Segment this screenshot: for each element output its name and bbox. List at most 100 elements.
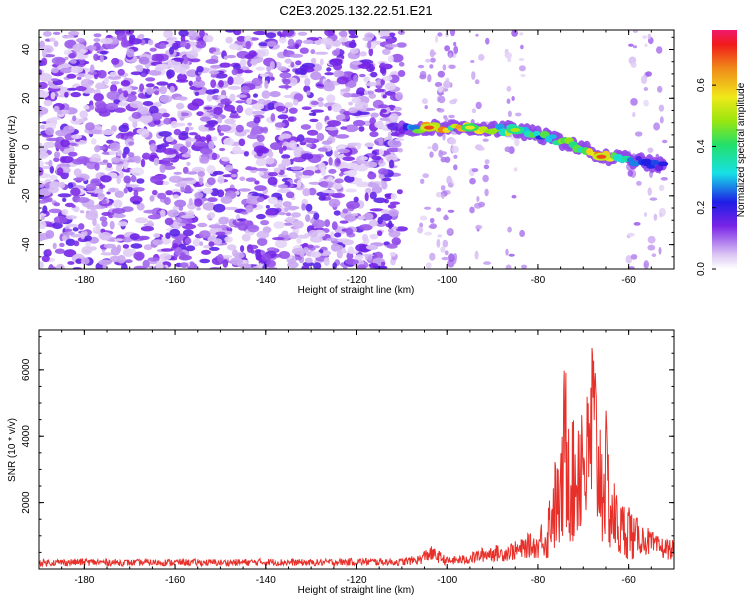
heatmap-noise-blob xyxy=(160,143,170,148)
heatmap-noise-blob xyxy=(628,43,634,47)
heatmap-noise-blob xyxy=(475,224,483,230)
heatmap-noise-blob xyxy=(368,63,374,71)
x-tick-label: -100 xyxy=(437,275,457,286)
heatmap-noise-blob xyxy=(362,234,368,242)
heatmap-noise-blob xyxy=(332,182,343,190)
heatmap-noise-blob xyxy=(659,116,664,124)
heatmap-noise-blob xyxy=(520,44,524,50)
heatmap-noise-blob xyxy=(448,253,455,263)
heatmap-noise-blob xyxy=(441,256,449,261)
heatmap-noise-blob xyxy=(378,136,384,146)
heatmap-noise-blob xyxy=(76,156,90,164)
heatmap-noise-blob xyxy=(387,228,394,233)
heatmap-noise-blob xyxy=(208,140,215,150)
heatmap-noise-blob xyxy=(395,91,403,101)
heatmap-noise-blob xyxy=(251,193,265,197)
heatmap-noise-blob xyxy=(50,116,62,121)
heatmap-noise-blob xyxy=(123,164,128,170)
heatmap-noise-blob xyxy=(75,258,83,264)
y-tick-label: 2000 xyxy=(21,491,32,514)
heatmap-noise-blob xyxy=(165,136,174,143)
heatmap-noise-blob xyxy=(659,212,663,218)
heatmap-noise-blob xyxy=(299,141,307,146)
heatmap-noise-blob xyxy=(169,85,175,93)
heatmap-noise-blob xyxy=(156,81,169,86)
heatmap-noise-blob xyxy=(153,157,160,166)
heatmap-noise-blob xyxy=(117,109,124,113)
signal-peak-core xyxy=(424,125,435,130)
heatmap-noise-blob xyxy=(206,197,218,203)
heatmap-noise-blob xyxy=(69,59,77,64)
heatmap-noise-blob xyxy=(476,196,480,202)
heatmap-noise-blob xyxy=(181,214,196,219)
heatmap-noise-blob xyxy=(68,52,76,59)
heatmap-noise-blob xyxy=(388,220,393,230)
heatmap-noise-blob xyxy=(93,93,104,102)
heatmap-noise-blob xyxy=(39,73,53,82)
heatmap-noise-blob xyxy=(135,217,148,224)
heatmap-noise-blob xyxy=(211,136,218,142)
heatmap-noise-blob xyxy=(149,143,157,153)
heatmap-noise-blob xyxy=(61,235,67,241)
heatmap-noise-blob xyxy=(265,32,277,39)
heatmap-noise-blob xyxy=(259,73,270,77)
heatmap-noise-blob xyxy=(71,134,83,139)
heatmap-noise-blob xyxy=(231,68,238,76)
heatmap-noise-blob xyxy=(227,76,234,86)
heatmap-noise-blob xyxy=(261,253,272,262)
heatmap-noise-blob xyxy=(354,254,364,261)
heatmap-noise-blob xyxy=(159,85,168,95)
heatmap-noise-blob xyxy=(157,192,167,200)
heatmap-noise-blob xyxy=(296,237,302,245)
heatmap-noise-blob xyxy=(186,171,198,175)
heatmap-noise-blob xyxy=(93,38,101,42)
heatmap-noise-blob xyxy=(420,178,425,184)
heatmap-noise-blob xyxy=(264,80,269,89)
heatmap-noise-blob xyxy=(137,106,149,115)
heatmap-noise-blob xyxy=(182,56,189,65)
heatmap-noise-blob xyxy=(136,64,144,73)
heatmap-noise-blob xyxy=(438,95,446,104)
heatmap-noise-blob xyxy=(39,233,45,242)
heatmap-noise-blob xyxy=(342,208,349,214)
heatmap-noise-blob xyxy=(163,117,172,125)
heatmap-noise-blob xyxy=(395,226,408,232)
heatmap-noise-blob xyxy=(348,107,358,114)
heatmap-noise-blob xyxy=(437,234,443,238)
heatmap-noise-blob xyxy=(225,30,236,33)
heatmap-noise-blob xyxy=(159,164,166,174)
heatmap-noise-blob xyxy=(164,217,174,226)
heatmap-noise-blob xyxy=(279,133,292,139)
heatmap-noise-blob xyxy=(223,55,228,60)
heatmap-noise-blob xyxy=(384,82,396,91)
heatmap-noise-blob xyxy=(70,66,84,74)
heatmap-noise-blob xyxy=(232,146,242,155)
heatmap-noise-blob xyxy=(254,180,260,185)
heatmap-noise-blob xyxy=(162,157,174,162)
y-tick-label: 4000 xyxy=(21,425,32,448)
heatmap-noise-blob xyxy=(310,251,322,258)
heatmap-noise-blob xyxy=(358,224,373,231)
heatmap-noise-blob xyxy=(434,81,443,88)
heatmap-noise-blob xyxy=(244,35,252,43)
heatmap-noise-blob xyxy=(54,248,65,254)
heatmap-noise-blob xyxy=(319,58,324,66)
heatmap-noise-blob xyxy=(121,86,133,92)
heatmap-noise-blob xyxy=(41,45,54,54)
heatmap-noise-blob xyxy=(42,205,48,214)
heatmap-noise-blob xyxy=(174,57,184,62)
heatmap-noise-blob xyxy=(378,30,392,37)
heatmap-noise-blob xyxy=(447,209,455,213)
heatmap-noise-blob xyxy=(161,162,174,167)
heatmap-noise-blob xyxy=(199,258,211,264)
heatmap-noise-blob xyxy=(61,35,75,39)
heatmap-noise-blob xyxy=(424,105,428,110)
heatmap-noise-blob xyxy=(424,206,432,210)
heatmap-noise-blob xyxy=(177,110,182,119)
heatmap-noise-blob xyxy=(49,85,62,89)
heatmap-noise-blob xyxy=(632,111,636,118)
heatmap-noise-blob xyxy=(45,137,60,142)
heatmap-noise-blob xyxy=(217,175,225,185)
heatmap-noise-blob xyxy=(154,66,163,72)
heatmap-noise-blob xyxy=(342,156,356,161)
